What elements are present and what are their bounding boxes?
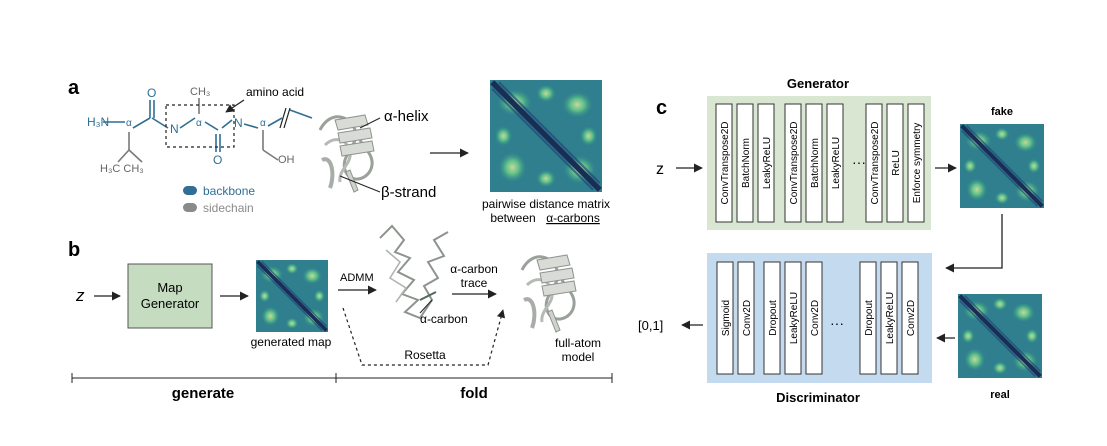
generate-label: generate <box>172 385 235 402</box>
gen-b3-layer1: ConvTranspose2D <box>870 121 881 204</box>
amino-acid-dashed-box <box>165 104 235 148</box>
disc-b3-layer2: LeakyReLU <box>885 292 896 344</box>
protein-structure-a <box>318 113 376 194</box>
chem-h3c-ch3: H₃C CH₃ <box>100 163 144 175</box>
alpha-helix-label: α-helix <box>384 108 429 125</box>
generator-block-1: ConvTranspose2D BatchNorm LeakyReLU <box>715 103 775 223</box>
discriminator-block-2: Dropout LeakyReLU Conv2D <box>763 261 823 375</box>
disc-b2-layer2: LeakyReLU <box>789 292 800 344</box>
output-label: [0,1] <box>638 318 663 333</box>
gen-b2-layer2: BatchNorm <box>810 138 821 188</box>
chem-alpha-1: α <box>126 118 132 129</box>
fake-to-discriminator-arrow <box>945 214 1003 273</box>
disc-b2-layer1: Dropout <box>768 300 779 336</box>
generator-ellipsis: ··· <box>852 154 866 170</box>
gen-b1-layer3: LeakyReLU <box>762 137 773 189</box>
alpha-carbon-label: α-carbon <box>420 312 468 326</box>
legend-backbone-label: backbone <box>203 184 255 198</box>
generator-block-3: ConvTranspose2D ReLU Enforce symmetry <box>865 103 925 223</box>
generated-map-label: generated map <box>251 335 332 349</box>
disc-b3-layer1: Dropout <box>864 300 875 336</box>
fake-map-image <box>960 124 1044 208</box>
gen-b2-layer1: ConvTranspose2D <box>789 121 800 204</box>
strand-pointer <box>339 175 381 193</box>
admm-label: ADMM <box>340 272 374 284</box>
legend-sidechain-swatch <box>183 203 197 212</box>
map-generator-line1: Map <box>157 280 182 295</box>
chem-alpha-3: α <box>260 118 266 129</box>
chem-n-2: N <box>234 116 243 130</box>
discriminator-title: Discriminator <box>776 390 860 405</box>
full-atom-model-image <box>520 253 578 334</box>
amino-acid-chain: H₃N α O N α CH₃ O N α H₃C CH₃ OH <box>87 86 313 175</box>
chem-oh: OH <box>278 154 295 166</box>
generate-fold-scale <box>71 373 613 383</box>
helix-pointer <box>359 117 381 129</box>
panel-b-letter: b <box>68 239 80 261</box>
fold-label: fold <box>460 385 488 402</box>
alpha-carbon-pointer <box>419 299 433 314</box>
matrix-caption-underlined: α-carbons <box>546 211 600 225</box>
disc-b2-layer3: Conv2D <box>810 300 821 336</box>
chem-o-2: O <box>213 153 222 167</box>
rosetta-label: Rosetta <box>404 348 446 362</box>
panel-c-letter: c <box>656 97 667 119</box>
discriminator-ellipsis: ··· <box>830 315 844 331</box>
legend-backbone-swatch <box>183 186 197 195</box>
chem-o-1: O <box>147 86 156 100</box>
discriminator-block-1: Sigmoid Conv2D <box>716 261 755 375</box>
c-z-label: z <box>656 161 664 178</box>
amino-acid-label: amino acid <box>246 85 304 99</box>
trace-label-line1: α-carbon <box>450 262 498 276</box>
matrix-caption-prefix: between <box>490 211 535 225</box>
trace-label-line2: trace <box>461 276 488 290</box>
map-generator-box <box>127 263 213 329</box>
disc-b1-layer2: Conv2D <box>742 300 753 336</box>
b-z-label: z <box>75 286 85 305</box>
chem-n-1: N <box>170 122 179 136</box>
alpha-carbon-trace-image <box>379 224 449 320</box>
amino-acid-pointer <box>225 99 245 113</box>
chem-alpha-2: α <box>196 118 202 129</box>
gen-b3-layer2: ReLU <box>891 150 902 176</box>
chem-ch3: CH₃ <box>190 86 210 98</box>
panel-a-letter: a <box>68 77 80 99</box>
disc-b1-layer1: Sigmoid <box>721 300 732 336</box>
gen-b1-layer2: BatchNorm <box>741 138 752 188</box>
disc-b3-layer3: Conv2D <box>906 300 917 336</box>
matrix-caption-line1: pairwise distance matrix <box>482 197 610 211</box>
map-generator-line2: Generator <box>141 296 200 311</box>
gen-b3-layer3: Enforce symmetry <box>912 123 923 204</box>
legend-sidechain-label: sidechain <box>203 201 254 215</box>
generator-title: Generator <box>787 76 849 91</box>
full-atom-line1: full-atom <box>555 336 601 350</box>
generator-block-2: ConvTranspose2D BatchNorm LeakyReLU <box>784 103 844 223</box>
gen-b2-layer3: LeakyReLU <box>831 137 842 189</box>
rosetta-dashed-path <box>342 307 506 366</box>
real-map-image <box>958 294 1042 378</box>
real-label: real <box>990 389 1010 401</box>
fake-label: fake <box>991 106 1013 118</box>
gen-b1-layer1: ConvTranspose2D <box>720 121 731 204</box>
discriminator-block-3: Dropout LeakyReLU Conv2D <box>859 261 919 375</box>
beta-strand-label: β-strand <box>381 184 436 201</box>
generated-map-image <box>254 258 330 334</box>
chain-break-mark <box>279 107 291 129</box>
full-atom-line2: model <box>562 350 595 364</box>
chem-h3n: H₃N <box>87 115 109 129</box>
distance-matrix-a <box>490 80 602 192</box>
